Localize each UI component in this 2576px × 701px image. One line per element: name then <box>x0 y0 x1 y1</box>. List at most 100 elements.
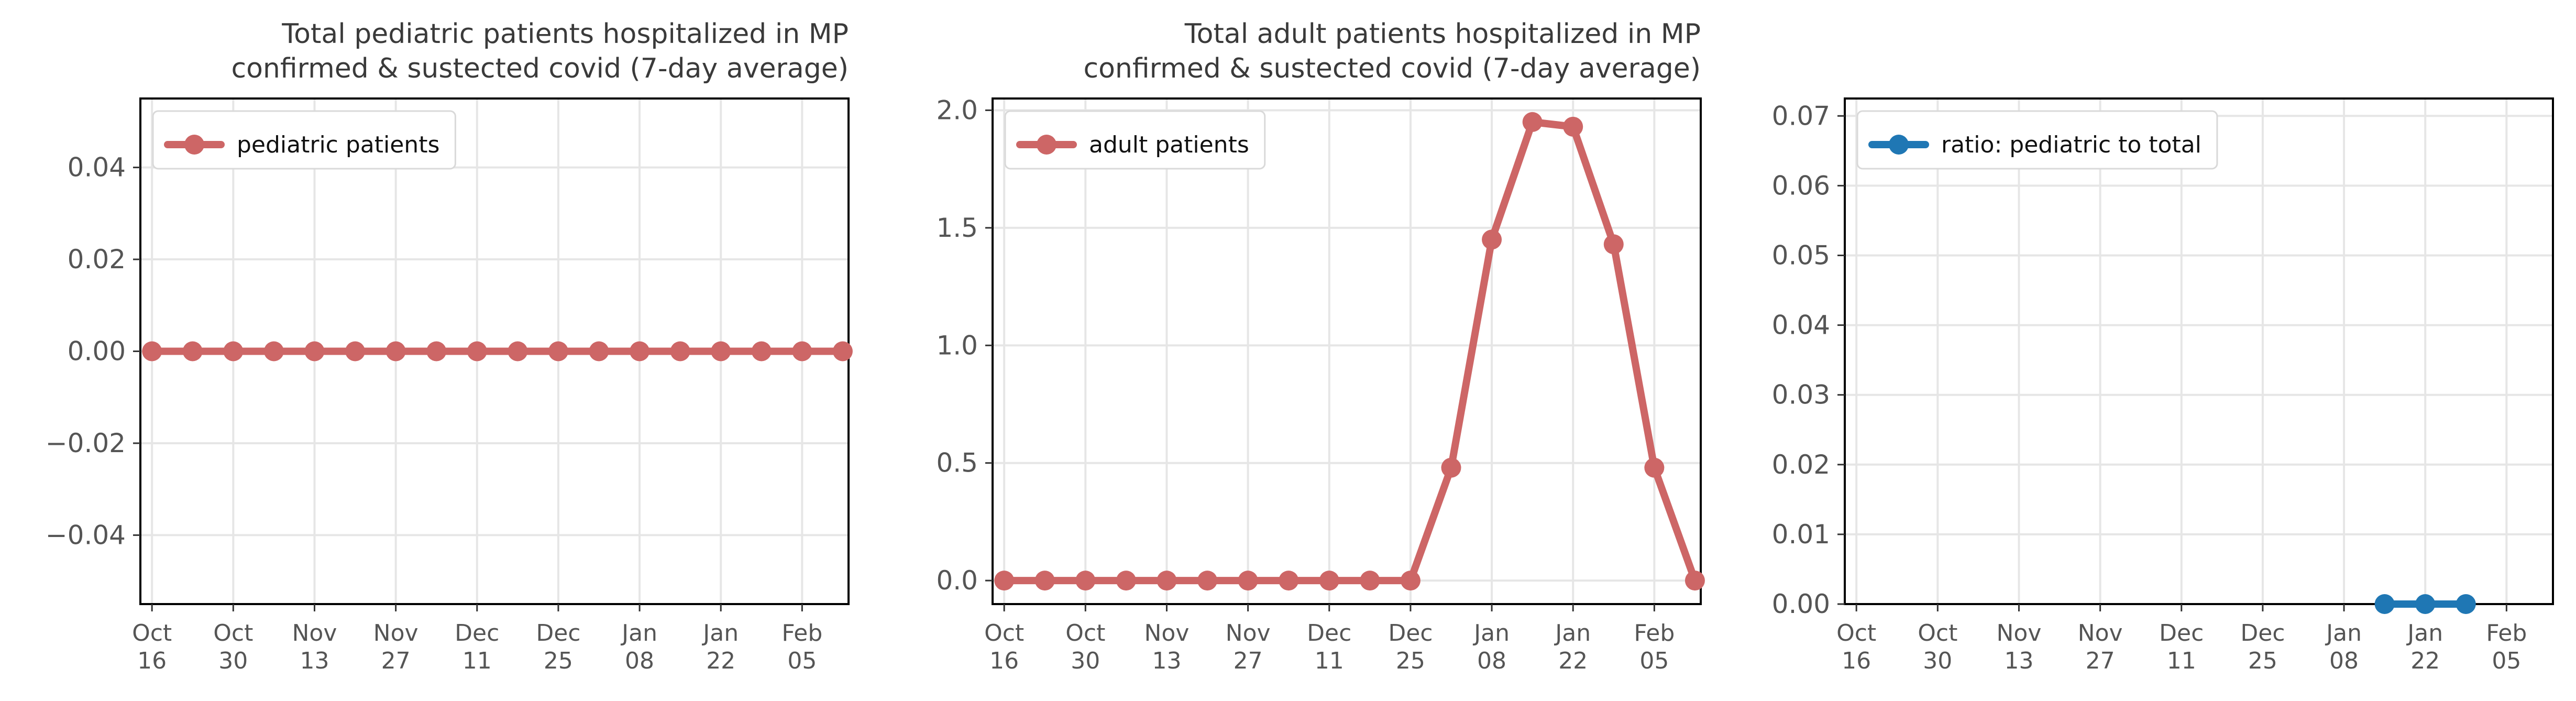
data-point <box>1603 234 1624 255</box>
data-point <box>223 341 244 362</box>
data-point <box>263 341 284 362</box>
y-tick-label: 0.01 <box>1772 519 1830 550</box>
data-point <box>670 341 690 362</box>
x-tick-label-line: Jan <box>2406 620 2443 647</box>
y-tick-label: 0.06 <box>1772 170 1830 201</box>
x-tick-label-line: 05 <box>787 648 817 674</box>
x-tick-label: Feb 05 <box>2486 620 2527 674</box>
data-point <box>589 341 609 362</box>
legend-label: adult patients <box>1089 132 1249 158</box>
x-tick-label-line: 11 <box>463 648 492 674</box>
data-point <box>1522 112 1543 132</box>
y-tick-label: 0.0 <box>936 565 978 596</box>
legend-swatch-marker <box>1889 135 1909 155</box>
x-tick-label-line: 25 <box>2248 648 2277 674</box>
y-tick-label: 0.04 <box>68 152 126 183</box>
legend: adult patients <box>1004 110 1266 170</box>
chart-title: Total pediatric patients hospitalized in… <box>231 18 849 84</box>
y-tick-label: 0.04 <box>1772 310 1830 341</box>
x-tick-label: Dec 25 <box>536 620 580 674</box>
x-tick-label: Dec 11 <box>2159 620 2204 674</box>
x-tick-label: Oct 30 <box>213 620 253 674</box>
x-tick-label-line: Jan <box>701 620 739 647</box>
x-tick-label-line: 05 <box>1639 648 1669 674</box>
data-point <box>1116 571 1136 591</box>
y-tick-label: 1.0 <box>936 330 978 360</box>
y-tick-label: 1.5 <box>936 213 978 243</box>
x-tick-label-line: Feb <box>2486 620 2527 647</box>
x-tick-label: Oct 16 <box>1836 620 1876 674</box>
x-tick-label-line: 13 <box>1152 648 1181 674</box>
axes-frame <box>1844 97 2554 605</box>
x-tick-label-line: 08 <box>1477 648 1506 674</box>
series-line <box>1000 118 1699 585</box>
data-point <box>345 341 366 362</box>
x-tick-label-line: Nov <box>2078 620 2123 647</box>
x-tick-label: Nov 27 <box>1226 620 1271 674</box>
data-point <box>1360 571 1380 591</box>
data-point <box>426 341 447 362</box>
data-point <box>1157 571 1177 591</box>
x-tick-label-line: 13 <box>2004 648 2033 674</box>
legend-label: pediatric patients <box>237 132 439 158</box>
x-tick-label-line: Dec <box>2240 620 2285 647</box>
legend-swatch-marker <box>1037 135 1056 155</box>
x-tick-label: Jan 08 <box>1472 620 1510 674</box>
data-point <box>792 341 812 362</box>
x-tick-label: Nov 13 <box>1144 620 1190 674</box>
x-tick-label: Jan 22 <box>2406 620 2443 674</box>
x-tick-label-line: Oct <box>1836 620 1876 647</box>
data-point <box>751 341 772 362</box>
x-tick-label-line: Nov <box>1144 620 1190 647</box>
x-tick-label-line: 22 <box>2410 648 2440 674</box>
data-point <box>467 341 487 362</box>
chart-title-line: Total adult patients hospitalized in MP <box>1184 18 1701 50</box>
data-point <box>832 341 853 362</box>
x-tick-label-line: 25 <box>544 648 573 674</box>
x-tick-label-line: 11 <box>1315 648 1344 674</box>
x-tick-label: Dec 25 <box>2240 620 2285 674</box>
x-tick-label-line: Oct <box>1918 620 1957 647</box>
x-tick-label-line: Oct <box>1065 620 1105 647</box>
data-point <box>711 341 731 362</box>
x-tick-label-line: 30 <box>218 648 248 674</box>
y-tick-label: −0.04 <box>46 520 126 550</box>
x-tick-label-line: Nov <box>1226 620 1271 647</box>
data-point <box>1034 571 1055 591</box>
x-tick-label-line: Jan <box>2325 620 2362 647</box>
x-tick-label: Feb 05 <box>1634 620 1675 674</box>
chart-title-line: confirmed & sustected covid (7-day avera… <box>231 53 849 84</box>
x-tick-label-line: 27 <box>2086 648 2115 674</box>
x-tick-label: Jan 08 <box>2325 620 2362 674</box>
legend-frame <box>1856 110 2218 170</box>
x-tick-label-line: Dec <box>455 620 499 647</box>
data-point <box>994 571 1015 591</box>
x-tick-label-line: Oct <box>132 620 172 647</box>
y-tick-label: 0.00 <box>68 336 126 367</box>
x-tick-label-line: Jan <box>1472 620 1510 647</box>
x-tick-label-line: 08 <box>625 648 654 674</box>
data-point <box>1441 457 1461 478</box>
axes-frame <box>992 97 1702 605</box>
x-tick-label-line: 11 <box>2167 648 2196 674</box>
x-tick-label-line: 16 <box>137 648 167 674</box>
x-tick-label-line: Oct <box>213 620 253 647</box>
data-point <box>142 341 162 362</box>
x-tick-label-line: 13 <box>300 648 329 674</box>
x-tick-label: Feb 05 <box>781 620 822 674</box>
x-tick-label-line: 27 <box>1234 648 1263 674</box>
data-point <box>1644 457 1665 478</box>
data-point <box>508 341 528 362</box>
data-point <box>548 341 568 362</box>
x-tick-label-line: 22 <box>1558 648 1588 674</box>
legend-label: ratio: pediatric to total <box>1941 132 2201 158</box>
x-tick-label-line: 16 <box>989 648 1019 674</box>
y-tick-label: 0.02 <box>68 244 126 275</box>
x-tick-label: Oct 16 <box>132 620 172 674</box>
x-tick-label-line: Jan <box>620 620 657 647</box>
x-tick-label-line: Feb <box>1634 620 1675 647</box>
x-tick-label: Nov 13 <box>1997 620 2042 674</box>
x-tick-label: Dec 11 <box>1307 620 1351 674</box>
